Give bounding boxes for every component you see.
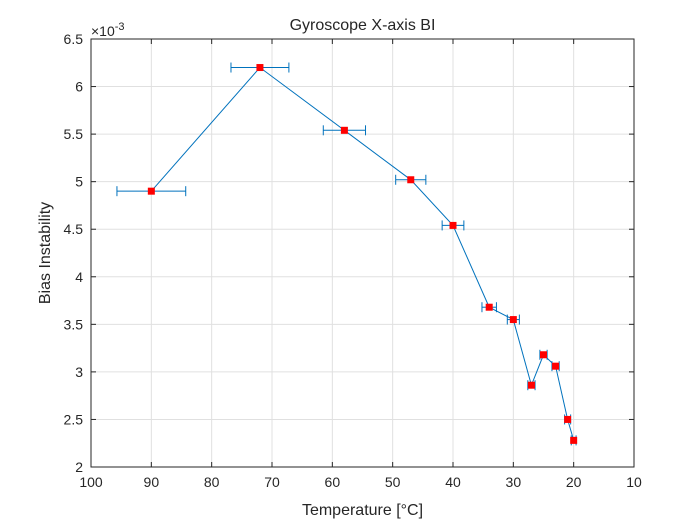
y-axis-title: Bias Instability	[37, 202, 54, 304]
series-line	[150, 66, 575, 441]
series	[116, 62, 578, 446]
y-tick-label: 4.5	[64, 221, 84, 237]
x-tick-label: 60	[325, 474, 341, 490]
y-tick-label: 6	[75, 79, 83, 95]
x-tick-label: 20	[566, 474, 582, 490]
data-point	[540, 351, 547, 359]
data-point	[552, 362, 560, 370]
data-point	[509, 316, 517, 324]
y-exponent-base: ×10	[91, 23, 115, 39]
chart-title: Gyroscope X-axis BI	[290, 17, 436, 34]
y-tick-label: 2	[75, 459, 83, 475]
y-tick-label: 4	[75, 269, 83, 285]
y-tick-label: 2.5	[64, 411, 84, 427]
plot-area	[91, 39, 634, 467]
data-point	[449, 221, 457, 229]
data-point	[485, 303, 493, 311]
x-axis-title: Temperature [°C]	[302, 502, 423, 519]
y-tick-label: 6.5	[64, 31, 84, 47]
x-tick-label: 80	[204, 474, 220, 490]
y-tick-label: 5	[75, 174, 83, 190]
x-tick-label: 10	[626, 474, 642, 490]
x-tick-label: 50	[385, 474, 401, 490]
x-tick-label: 40	[445, 474, 461, 490]
axes	[90, 38, 635, 468]
x-tick-label: 70	[264, 474, 280, 490]
x-ticks: 100 90 80 70 60 50 40 30 20 10	[79, 39, 642, 490]
data-point	[340, 126, 348, 134]
x-tick-label: 100	[79, 474, 103, 490]
data-point	[147, 187, 155, 195]
data-point	[564, 415, 572, 423]
data-point	[256, 64, 264, 72]
data-point	[527, 381, 535, 389]
x-tick-label: 30	[506, 474, 522, 490]
axes-box	[90, 38, 635, 468]
y-tick-label: 3.5	[64, 316, 84, 332]
x-tick-label: 90	[144, 474, 160, 490]
data-point	[570, 436, 578, 444]
y-ticks: 2 2.5 3 3.5 4 4.5 5 5.5 6 6.5	[64, 31, 634, 475]
data-point	[407, 176, 415, 184]
y-tick-label: 3	[75, 364, 83, 380]
y-exponent-label: ×10-3	[91, 21, 125, 39]
y-exponent-power: -3	[115, 21, 125, 33]
y-tick-label: 5.5	[64, 126, 84, 142]
